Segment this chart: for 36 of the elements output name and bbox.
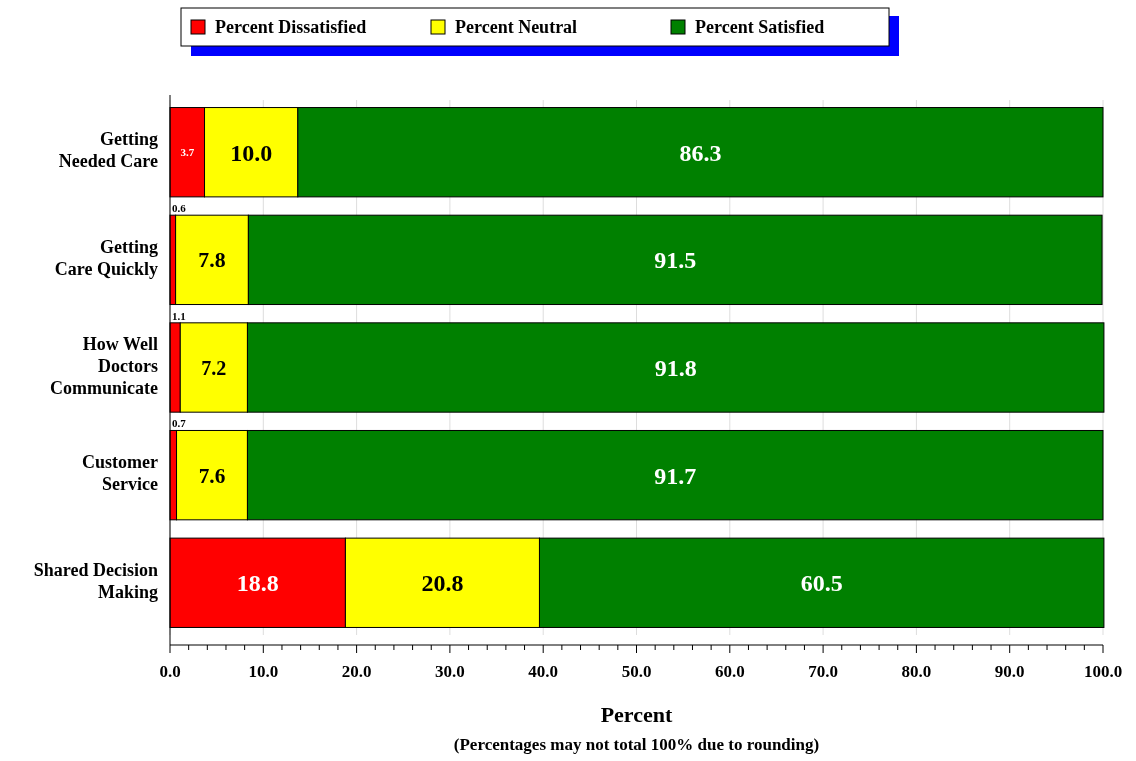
data-label: 18.8 <box>236 570 279 597</box>
legend-label: Percent Satisfied <box>695 17 825 38</box>
x-axis-title: Percent <box>600 702 673 727</box>
data-label: 3.7 <box>180 146 195 159</box>
data-label: 20.8 <box>421 570 464 597</box>
data-label: 7.2 <box>201 356 227 379</box>
y-tick-label: Customer Service <box>82 452 159 495</box>
data-label: 91.5 <box>654 247 697 274</box>
y-tick-label: Shared Decision Making <box>33 559 158 602</box>
data-label: 91.8 <box>654 354 697 381</box>
x-tick-label: 0.0 <box>159 662 181 681</box>
x-tick-label: 80.0 <box>901 662 932 681</box>
x-tick-label: 30.0 <box>435 662 465 681</box>
data-label: 7.8 <box>198 248 226 273</box>
legend-label: Percent Neutral <box>455 17 578 38</box>
legend-label: Percent Dissatisfied <box>215 17 367 38</box>
x-tick-label: 20.0 <box>341 662 372 681</box>
x-tick-label: 60.0 <box>714 662 745 681</box>
x-tick-label: 10.0 <box>248 662 279 681</box>
data-label: 86.3 <box>679 139 722 166</box>
x-tick-label: 100.0 <box>1083 662 1123 681</box>
x-tick-label: 70.0 <box>808 662 838 681</box>
x-tick-label: 50.0 <box>621 662 652 681</box>
text: (Percentages may not total 100% due to rounding) <box>453 735 820 754</box>
data-label: 60.5 <box>800 570 843 597</box>
data-label: 7.6 <box>198 463 226 488</box>
x-tick-label: 40.0 <box>528 662 559 681</box>
y-tick-label: Getting Needed Care <box>58 129 159 172</box>
y-tick-label: How Well Doctors Communicate <box>50 333 159 398</box>
data-label: 0.6 <box>172 202 187 215</box>
x-tick-label: 90.0 <box>994 662 1025 681</box>
data-label: 1.1 <box>172 309 186 322</box>
y-tick-label: Getting Care Quickly <box>54 236 158 279</box>
data-label: 0.7 <box>172 417 187 430</box>
data-label: 10.0 <box>230 139 273 166</box>
data-label: 91.7 <box>654 462 697 489</box>
